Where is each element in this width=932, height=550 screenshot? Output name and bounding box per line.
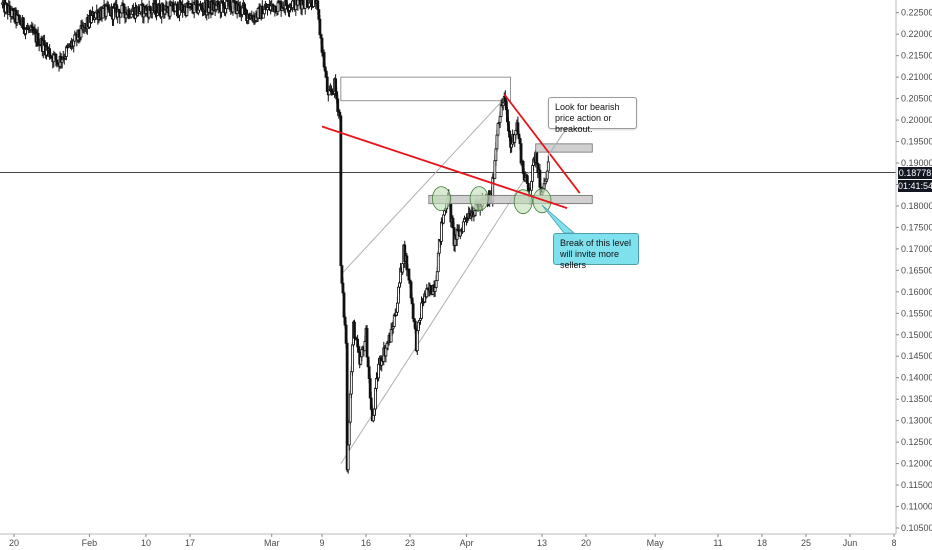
candle	[365, 324, 369, 358]
y-tick-label: 0.17500	[901, 222, 932, 232]
support-zone	[428, 194, 593, 205]
candle-body	[129, 13, 133, 18]
y-tick-label: 0.21500	[901, 51, 932, 61]
candle	[339, 127, 343, 267]
candlestick-series	[1, 0, 550, 474]
candle-body	[365, 328, 369, 358]
y-tick-label: 0.11500	[901, 480, 932, 490]
candle-body	[122, 4, 126, 14]
candle-body	[415, 330, 419, 352]
y-tick-label: 0.19500	[901, 137, 932, 147]
y-tick-label: 0.20000	[901, 115, 932, 125]
candle-body	[535, 151, 539, 164]
candle-body	[392, 314, 396, 327]
x-tick-label: 23	[405, 538, 415, 548]
highlight-circle	[532, 188, 552, 214]
current-price-tag: 0.18778	[898, 166, 932, 179]
resistance-zone	[535, 143, 593, 153]
y-tick-label: 0.12000	[901, 459, 932, 469]
candle-body	[546, 161, 550, 172]
candle-body	[353, 321, 356, 339]
x-tick-label: Apr	[460, 538, 474, 548]
candle-body	[318, 18, 322, 36]
y-tick-label: 0.16000	[901, 287, 932, 297]
x-tick-label: 11	[713, 538, 722, 548]
highlight-circle	[469, 186, 489, 212]
candle-body	[276, 1, 280, 12]
x-tick-label: 13	[537, 538, 547, 548]
channel-upper-line	[340, 98, 505, 276]
y-tick-label: 0.16500	[901, 265, 932, 275]
candle-body	[316, 0, 320, 11]
annotation-bearish-callout[interactable]: Look for bearish price action or breakou…	[548, 97, 637, 134]
y-tick-label: 0.22500	[901, 8, 932, 18]
y-tick-label: 0.15500	[901, 308, 932, 318]
x-tick-label: 16	[361, 538, 371, 548]
candle-body	[377, 363, 380, 379]
y-tick-label: 0.14000	[901, 373, 932, 383]
y-tick-label: 0.19000	[901, 158, 932, 168]
candle-body	[442, 214, 445, 224]
x-tick-label: Jun	[843, 538, 858, 548]
x-tick-label: 17	[185, 538, 195, 548]
chart-drawings-front	[321, 93, 593, 234]
y-tick-label: 0.15000	[901, 330, 932, 340]
y-tick-label: 0.11000	[901, 502, 932, 512]
candle-body	[350, 344, 354, 373]
y-tick-label: 0.13000	[901, 416, 932, 426]
y-tick-label: 0.18000	[901, 201, 932, 211]
candle	[496, 123, 500, 138]
y-tick-label: 0.13500	[901, 394, 932, 404]
candle-body	[374, 388, 377, 410]
x-tick-label: May	[647, 538, 665, 548]
y-tick-label: 0.12500	[901, 437, 932, 447]
candle-body	[54, 53, 58, 61]
candle-body	[434, 280, 438, 288]
x-tick-label: 25	[801, 538, 811, 548]
y-tick-label: 0.14500	[901, 351, 932, 361]
bar-countdown-tag: 01:41:54	[898, 179, 932, 192]
x-tick-label: Feb	[82, 538, 98, 548]
x-tick-label: Mar	[264, 538, 280, 548]
candle	[350, 341, 354, 376]
annotation-break-level-callout[interactable]: Break of this level will invite more sel…	[553, 233, 639, 270]
upper-range-box	[340, 76, 511, 102]
x-tick-label: 10	[141, 538, 151, 548]
candle-body	[545, 170, 549, 180]
y-tick-label: 0.22000	[901, 29, 932, 39]
candle-body	[347, 421, 351, 446]
candle-body	[168, 4, 172, 17]
callout-pointer-top	[547, 128, 567, 157]
x-tick-label: 9	[319, 538, 324, 548]
x-tick-label: 20	[9, 538, 19, 548]
candle-body	[435, 271, 439, 282]
candle-body	[519, 143, 523, 164]
y-tick-label: 0.21000	[901, 72, 932, 82]
candle	[442, 214, 445, 225]
y-tick-label: 0.20500	[901, 94, 932, 104]
x-tick-label: 18	[757, 538, 767, 548]
trendline-lower	[321, 125, 568, 209]
x-tick-label: 20	[581, 538, 591, 548]
candle-body	[498, 116, 502, 123]
candle-body	[325, 76, 329, 92]
candle	[546, 155, 550, 172]
x-tick-label: 8	[891, 538, 896, 548]
candle-body	[339, 130, 343, 267]
trendline-upper	[503, 93, 581, 194]
candle-body	[525, 175, 529, 184]
highlight-circle	[432, 186, 451, 212]
candle-body	[396, 302, 399, 313]
y-tick-label: 0.17000	[901, 244, 932, 254]
y-tick-label: 0.10500	[901, 523, 932, 533]
candle-body	[411, 303, 415, 319]
